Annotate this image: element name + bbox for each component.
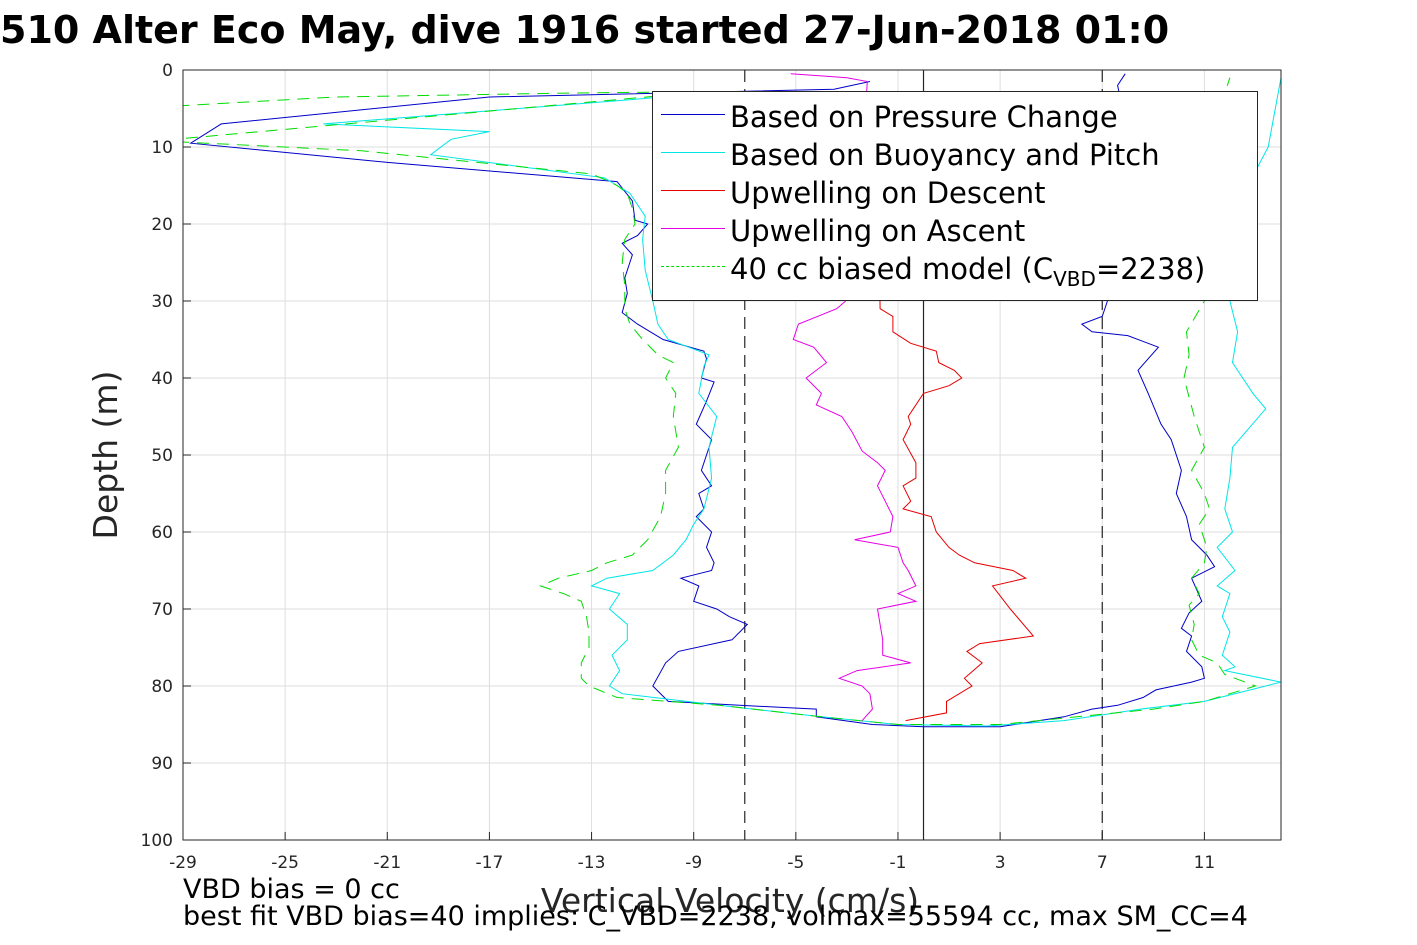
legend-item-upwelling-ascent: Upwelling on Ascent: [653, 210, 1257, 248]
series-line-0: [189, 73, 1216, 728]
x-tick-label: -29: [169, 853, 197, 873]
chart-title-container: 510 Alter Eco May, dive 1916 started 27-…: [0, 8, 1417, 56]
series-line-4: [183, 77, 1258, 725]
y-tick-label: 80: [151, 677, 173, 697]
y-tick-label: 20: [151, 215, 173, 235]
legend-swatch-upwelling-descent: [661, 190, 725, 191]
x-tick-label: -17: [476, 853, 504, 873]
legend-label-pressure-change: Based on Pressure Change: [730, 100, 1118, 134]
legend-label-biased-model-prefix: 40 cc biased model (C: [730, 252, 1054, 286]
legend-label-buoyancy-pitch: Based on Buoyancy and Pitch: [730, 138, 1160, 172]
legend-label-upwelling-descent: Upwelling on Descent: [730, 176, 1046, 210]
y-tick-label: 40: [151, 369, 173, 389]
note-vbd-bias: VBD bias = 0 cc: [183, 874, 400, 905]
x-tick-label: 11: [1194, 853, 1216, 873]
x-tick-label: -1: [890, 853, 907, 873]
y-tick-label: 60: [151, 523, 173, 543]
tick-marks: [182, 69, 1205, 841]
series-group: [183, 73, 1281, 728]
legend-label-upwelling-ascent: Upwelling on Ascent: [730, 214, 1026, 248]
y-axis-label: Depth (m): [86, 371, 125, 540]
chart-title: 510 Alter Eco May, dive 1916 started 27-…: [0, 8, 1170, 52]
legend-swatch-biased-model: [661, 266, 725, 267]
series-line-3: [790, 73, 918, 721]
x-tick-label: -25: [271, 853, 299, 873]
notes: VBD bias = 0 cc best fit VBD bias=40 imp…: [183, 876, 1248, 930]
y-tick-labels: 0 10 20 30 40 50 60 70 80 90 100: [141, 61, 173, 851]
legend-swatch-upwelling-ascent: [661, 228, 725, 229]
x-tick-label: 7: [1097, 853, 1108, 873]
y-tick-label: 70: [151, 600, 173, 620]
y-tick-label: 100: [141, 831, 173, 851]
legend-swatch-buoyancy-pitch: [661, 152, 725, 153]
note-best-fit: best fit VBD bias=40 implies: C_VBD=2238…: [183, 901, 1248, 932]
x-tick-label: -13: [578, 853, 606, 873]
series-line-2: [851, 131, 1035, 722]
series-line-1: [323, 77, 1281, 727]
legend-swatch-pressure-change: [661, 114, 725, 115]
legend-item-pressure-change: Based on Pressure Change: [653, 96, 1257, 134]
y-tick-label: 10: [151, 138, 173, 158]
y-tick-label: 0: [162, 61, 173, 81]
legend-item-buoyancy-pitch: Based on Buoyancy and Pitch: [653, 134, 1257, 172]
legend-label-biased-model-suffix: =2238): [1095, 252, 1206, 286]
x-tick-label: -5: [787, 853, 804, 873]
y-tick-label: 30: [151, 292, 173, 312]
y-tick-label: 50: [151, 446, 173, 466]
x-tick-label: 3: [995, 853, 1006, 873]
x-tick-label: -9: [685, 853, 702, 873]
x-tick-label: -21: [373, 853, 401, 873]
legend-label-biased-model: 40 cc biased model (CVBD=2238): [730, 252, 1205, 291]
x-axis-label: Vertical Velocity (cm/s): [541, 881, 919, 920]
y-tick-label: 90: [151, 754, 173, 774]
x-tick-labels: -29 -25 -21 -17 -13 -9 -5 -1 3 7 11: [169, 853, 1215, 873]
legend: Based on Pressure Change Based on Buoyan…: [652, 91, 1258, 301]
legend-item-biased-model: 40 cc biased model (CVBD=2238): [653, 248, 1257, 291]
legend-label-biased-model-sub: VBD: [1053, 266, 1096, 291]
legend-item-upwelling-descent: Upwelling on Descent: [653, 172, 1257, 210]
